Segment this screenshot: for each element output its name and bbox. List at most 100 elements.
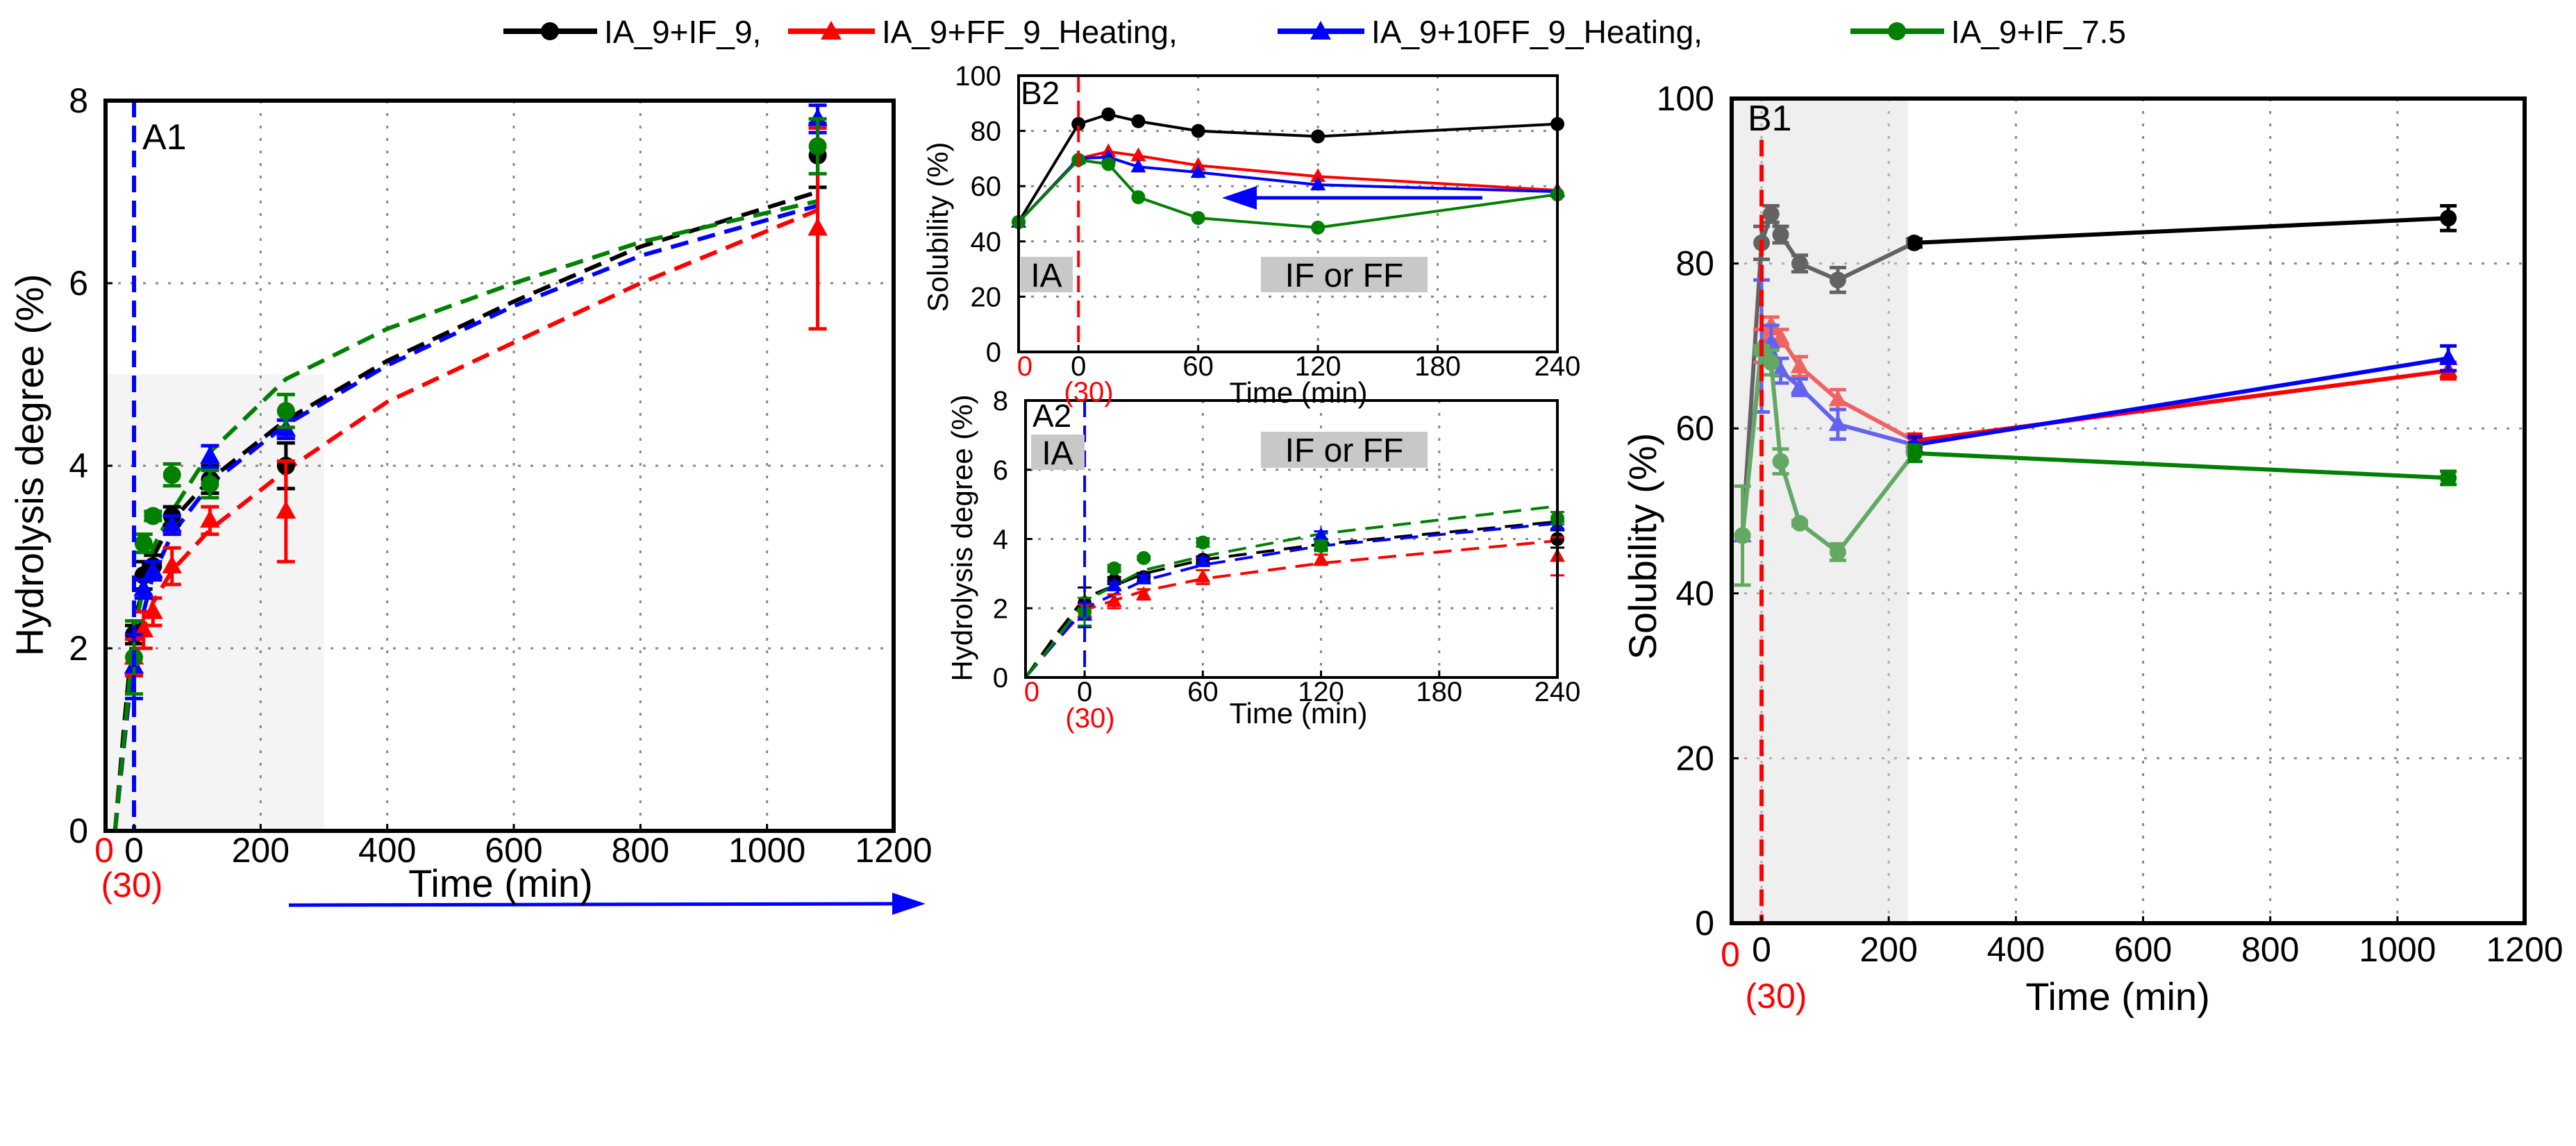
panel-b1: 0 200 400 600 800 1000 1200 0 20 40 60 80 100 [1657, 79, 2564, 969]
x-tick-label: 200 [1859, 930, 1917, 969]
x-tick-label: 120 [1295, 351, 1341, 382]
x-tick-label: 400 [1987, 930, 2045, 969]
panel-label-b1: B1 [1748, 99, 1792, 139]
ia-start-label: 0 [1721, 935, 1740, 974]
phase-label-if-ff: IF or FF [1285, 258, 1404, 294]
legend: IA_9+IF_9, IA_9+FF_9_Heating, IA_9+10FF_… [503, 14, 2126, 50]
data-point [1311, 129, 1325, 144]
phase-label-ia: IA [1030, 258, 1062, 294]
data-point [1828, 414, 1848, 431]
data-point [1762, 354, 1780, 371]
data-point [1190, 164, 1206, 178]
x-tick-label: 200 [232, 831, 290, 870]
data-point [1106, 577, 1122, 591]
data-point [808, 137, 827, 155]
fit-curve-3 [1024, 505, 1558, 679]
y-tick-label: 40 [971, 227, 1002, 258]
ia-duration-label: (30) [101, 866, 163, 904]
data-point [143, 559, 163, 578]
data-point [1734, 527, 1751, 544]
y-axis-title-b2: Solubility (%) [921, 142, 954, 312]
y-tick-label: 2 [69, 629, 88, 668]
data-point [1196, 535, 1210, 550]
legend-item-ia9-ff9-heating: IA_9+FF_9_Heating, [788, 14, 1178, 50]
data-point [1071, 117, 1086, 131]
data-point [1313, 551, 1329, 566]
data-point [133, 619, 153, 638]
shaded-region [1732, 99, 1908, 923]
y-tick-label: 0 [69, 811, 88, 850]
plot-frame [1730, 96, 2527, 925]
data-point [276, 402, 295, 421]
x-tick-label: 1200 [2486, 930, 2563, 969]
data-point [1310, 176, 1326, 191]
arrow-b1-to-b2 [1222, 186, 1482, 210]
data-point [1772, 453, 1789, 470]
data-point [1195, 568, 1211, 583]
plot-frame [1017, 74, 1559, 353]
legend-marker-triangle [821, 21, 842, 40]
data-point [1106, 593, 1122, 607]
x-axis-title-b2: Time (min) [1229, 376, 1367, 409]
phase-label-if-ff: IF or FF [1285, 432, 1404, 469]
data-point [2439, 348, 2458, 365]
data-point [276, 500, 296, 519]
x-tick-label: 0 [1071, 351, 1086, 382]
data-point [1790, 377, 1809, 394]
y-axis-title-a2: Hydrolysis degree (%) [946, 394, 978, 681]
y-tick-label: 0 [993, 663, 1008, 693]
data-point [162, 555, 183, 574]
panel-label-a1: A1 [142, 117, 187, 158]
data-point [1311, 220, 1325, 235]
data-point [1790, 356, 1809, 373]
data-point [1828, 389, 1848, 407]
y-tick-label: 60 [971, 171, 1002, 202]
x-tick-label: 1000 [728, 831, 805, 870]
data-point [200, 509, 220, 528]
panel-label-a2: A2 [1032, 398, 1071, 434]
y-tick-label: 40 [1675, 574, 1714, 613]
legend-marker-triangle [1310, 21, 1331, 40]
x-tick-label: 0 [1752, 930, 1771, 969]
data-point [1107, 561, 1121, 575]
legend-item-ia9-10ff9-heating: IA_9+10FF_9_Heating, [1278, 14, 1703, 50]
y-tick-label: 60 [1675, 409, 1714, 448]
data-point [1905, 444, 1923, 462]
data-point [1131, 114, 1146, 128]
y-tick-label: 6 [993, 455, 1008, 486]
data-point [1762, 205, 1780, 223]
data-point [1191, 124, 1205, 138]
x-tick-label: 0 [124, 831, 144, 870]
data-point [200, 446, 220, 464]
data-point [2440, 469, 2457, 487]
panel-label-b2: B2 [1021, 75, 1060, 111]
legend-label: IA_9+IF_7.5 [1951, 14, 2126, 50]
data-point [162, 514, 183, 532]
arrow-a1-to-a2 [288, 893, 926, 915]
data-point [1771, 328, 1790, 345]
ia-duration-label: (30) [1746, 977, 1807, 1016]
data-point [808, 108, 828, 126]
legend-marker-circle [541, 22, 559, 40]
y-axis-title-b1: Solubility (%) [1621, 433, 1664, 660]
legend-item-ia9-if7-5: IA_9+IF_7.5 [1850, 14, 2126, 50]
y-tick-label: 4 [993, 525, 1008, 555]
x-tick-label: 120 [1298, 677, 1344, 707]
data-point [144, 507, 162, 525]
data-point [1772, 226, 1789, 244]
ia-start-label: 0 [1017, 351, 1032, 382]
legend-label: IA_9+IF_9, [604, 14, 761, 50]
data-point [1314, 539, 1328, 553]
x-tick-label: 60 [1187, 677, 1219, 707]
legend-marker-circle [1888, 22, 1906, 40]
legend-label: IA_9+FF_9_Heating, [882, 14, 1178, 50]
y-tick-label: 20 [1675, 739, 1714, 777]
ia-duration-label: (30) [1064, 377, 1113, 407]
data-point [1131, 190, 1146, 205]
data-point [1137, 550, 1151, 565]
y-tick-label: 2 [993, 593, 1008, 624]
data-point [162, 466, 181, 484]
data-point [133, 578, 153, 596]
y-tick-label: 8 [69, 81, 88, 120]
